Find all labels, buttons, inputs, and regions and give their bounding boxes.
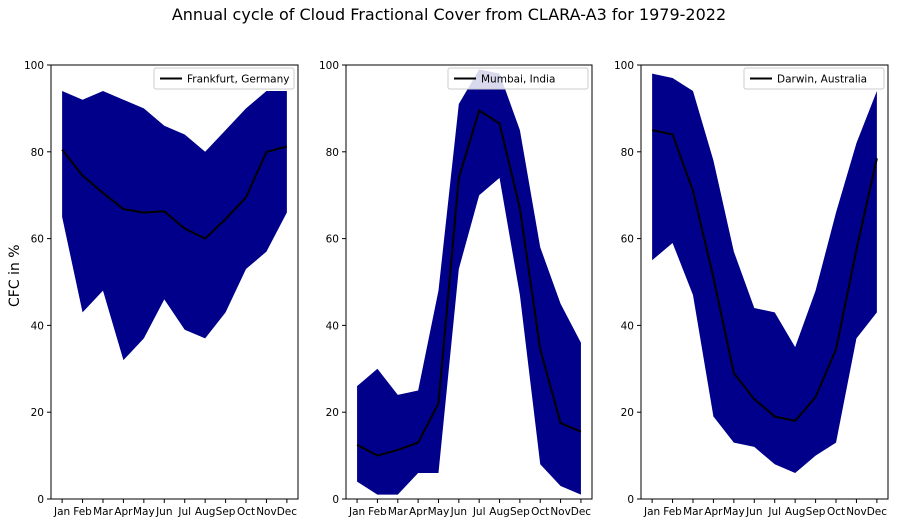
subplot-1: 0 20 40 60 80 100 Jan Feb Mar Apr May Jun Jul Aug Sep O…: [24, 60, 299, 518]
x-tick-label: Dec: [277, 506, 298, 518]
x-tick-label: Nov: [846, 506, 867, 518]
min-max-band: [62, 91, 287, 361]
y-tick-label: 0: [627, 494, 634, 506]
x-tick-label: Jun: [155, 506, 172, 518]
mean-line: [356, 109, 582, 457]
x-tick-label: Apr: [704, 506, 723, 518]
axes-frame: [50, 64, 299, 500]
x-tick-label: Sep: [806, 506, 826, 518]
x-tick-label: May: [133, 506, 155, 518]
x-tick-label: Aug: [785, 506, 806, 518]
y-tick-label: 80: [326, 147, 339, 159]
y-tick-label: 40: [326, 320, 339, 332]
legend-box: [743, 67, 885, 90]
x-tick-label: May: [723, 506, 745, 518]
min-max-band: [357, 69, 581, 495]
y-tick-label: 80: [31, 147, 44, 159]
x-tick-label: Nov: [256, 506, 277, 518]
subplot-2: 0 20 40 60 80 100 Jan Feb Mar Apr May Jun Jul Aug Sep O…: [319, 60, 593, 518]
x-tick-label: Jan: [643, 506, 660, 518]
x-tick-label: Jul: [177, 506, 191, 518]
x-tick-label: Sep: [510, 506, 530, 518]
x-tick-label: Apr: [114, 506, 133, 518]
y-tick-label: 80: [621, 147, 634, 159]
x-tick-label: Jun: [450, 506, 467, 518]
x-tick-label: Nov: [550, 506, 571, 518]
y-tick-label: 100: [319, 60, 339, 72]
x-tick-label: Aug: [195, 506, 216, 518]
x-tick-label: Dec: [867, 506, 888, 518]
x-tick-label: Feb: [368, 506, 387, 518]
x-tick-label: Jan: [53, 506, 70, 518]
legend-label: Frankfurt, Germany: [187, 74, 289, 86]
x-tick-label: Apr: [409, 506, 428, 518]
mean-line: [61, 145, 288, 240]
x-tick-label: Jan: [348, 506, 365, 518]
legend: Mumbai, India: [447, 67, 589, 90]
x-tick-label: Dec: [571, 506, 592, 518]
legend-label: Mumbai, India: [481, 74, 555, 86]
legend: Darwin, Australia: [743, 67, 885, 90]
x-tick-label: Mar: [388, 506, 408, 518]
legend-label: Darwin, Australia: [777, 74, 867, 86]
figure-title: Annual cycle of Cloud Fractional Cover f…: [171, 5, 727, 24]
x-tick-label: Mar: [683, 506, 703, 518]
x-tick-label: Jul: [767, 506, 781, 518]
x-tick-label: Feb: [73, 506, 92, 518]
x-tick-label: Jun: [745, 506, 762, 518]
axes-frame: [345, 64, 593, 500]
legend: Frankfurt, Germany: [153, 67, 295, 90]
x-tick-label: Sep: [216, 506, 236, 518]
y-tick-label: 0: [37, 494, 44, 506]
y-tick-label: 0: [332, 494, 339, 506]
legend-box: [447, 67, 589, 90]
x-tick-label: Mar: [93, 506, 113, 518]
y-tick-label: 100: [614, 60, 634, 72]
y-tick-label: 40: [621, 320, 634, 332]
y-tick-label: 60: [621, 234, 634, 246]
x-tick-label: Jul: [472, 506, 486, 518]
legend-box: [153, 67, 295, 90]
x-tick-label: Oct: [237, 506, 255, 518]
x-tick-label: Aug: [489, 506, 510, 518]
subplot-3: 0 20 40 60 80 100 Jan Feb Mar Apr May Jun Jul Aug Sep O…: [614, 60, 889, 518]
y-tick-label: 20: [326, 407, 339, 419]
x-tick-label: Oct: [827, 506, 845, 518]
x-tick-label: Oct: [531, 506, 549, 518]
y-tick-label: 20: [621, 407, 634, 419]
y-tick-label: 60: [326, 234, 339, 246]
y-tick-label: 100: [24, 60, 44, 72]
axes-frame: [640, 64, 889, 500]
y-tick-label: 40: [31, 320, 44, 332]
x-tick-label: Feb: [663, 506, 682, 518]
y-tick-label: 60: [31, 234, 44, 246]
x-tick-label: May: [428, 506, 450, 518]
min-max-band: [652, 73, 877, 473]
mean-line: [651, 129, 878, 422]
y-tick-label: 20: [31, 407, 44, 419]
